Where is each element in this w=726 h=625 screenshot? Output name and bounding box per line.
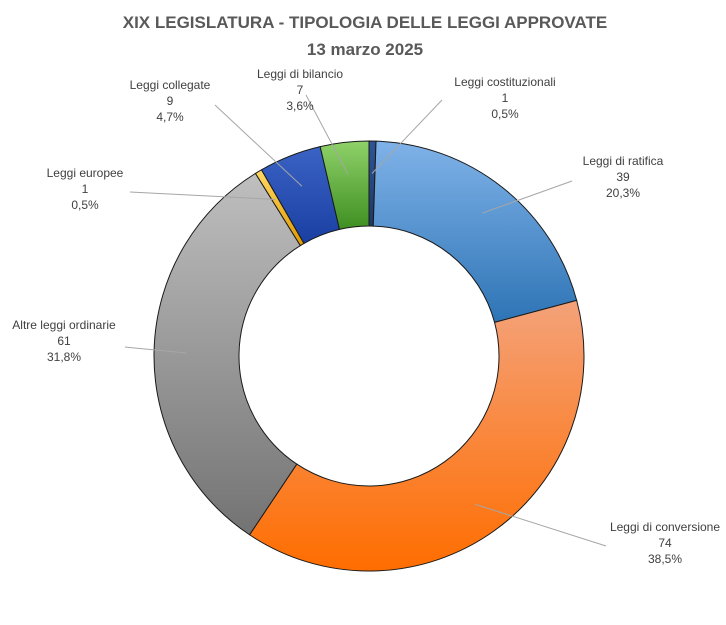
label-percent-costituzionali: 0,5% xyxy=(491,107,519,121)
label-value-europee: 1 xyxy=(82,182,89,196)
label-value-conversione: 74 xyxy=(658,536,672,550)
leader-conversione xyxy=(475,503,607,547)
label-percent-ratifica: 20,3% xyxy=(606,186,640,200)
label-category-costituzionali: Leggi costituzionali xyxy=(454,75,555,89)
label-percent-bilancio: 3,6% xyxy=(286,99,314,113)
leader-europee xyxy=(129,191,276,200)
label-percent-europee: 0,5% xyxy=(71,198,99,212)
label-category-conversione: Leggi di conversione xyxy=(610,520,720,534)
leader-costituzionali xyxy=(371,99,443,174)
label-percent-collegate: 4,7% xyxy=(156,110,184,124)
leader-lines xyxy=(124,94,607,547)
donut-slices xyxy=(153,140,585,572)
label-value-bilancio: 7 xyxy=(297,83,304,97)
chart-title: XIX LEGISLATURA - TIPOLOGIA DELLE LEGGI … xyxy=(123,13,608,32)
label-category-collegate: Leggi collegate xyxy=(130,78,211,92)
label-category-ratifica: Leggi di ratifica xyxy=(583,154,664,168)
label-category-bilancio: Leggi di bilancio xyxy=(257,67,343,81)
slice-altre-ordinarie xyxy=(153,172,302,536)
leader-ratifica xyxy=(482,180,573,214)
label-percent-altre-ordinarie: 31,8% xyxy=(47,350,81,364)
label-percent-conversione: 38,5% xyxy=(648,552,682,566)
leader-collegate xyxy=(214,104,303,187)
label-category-altre-ordinarie: Altre leggi ordinarie xyxy=(12,318,116,332)
chart-subtitle: 13 marzo 2025 xyxy=(307,40,423,59)
slice-bilancio xyxy=(319,140,370,230)
label-value-costituzionali: 1 xyxy=(502,91,509,105)
label-value-altre-ordinarie: 61 xyxy=(57,334,71,348)
label-value-collegate: 9 xyxy=(167,94,174,108)
label-category-europee: Leggi europee xyxy=(47,166,124,180)
leader-bilancio xyxy=(305,94,349,175)
slice-ratifica xyxy=(372,140,578,323)
slice-conversione xyxy=(248,299,585,572)
label-value-ratifica: 39 xyxy=(616,170,630,184)
leader-altre-ordinarie xyxy=(124,346,187,354)
data-labels: Leggi costituzionali 1 0,5% Leggi di ratifi… xyxy=(12,67,720,566)
